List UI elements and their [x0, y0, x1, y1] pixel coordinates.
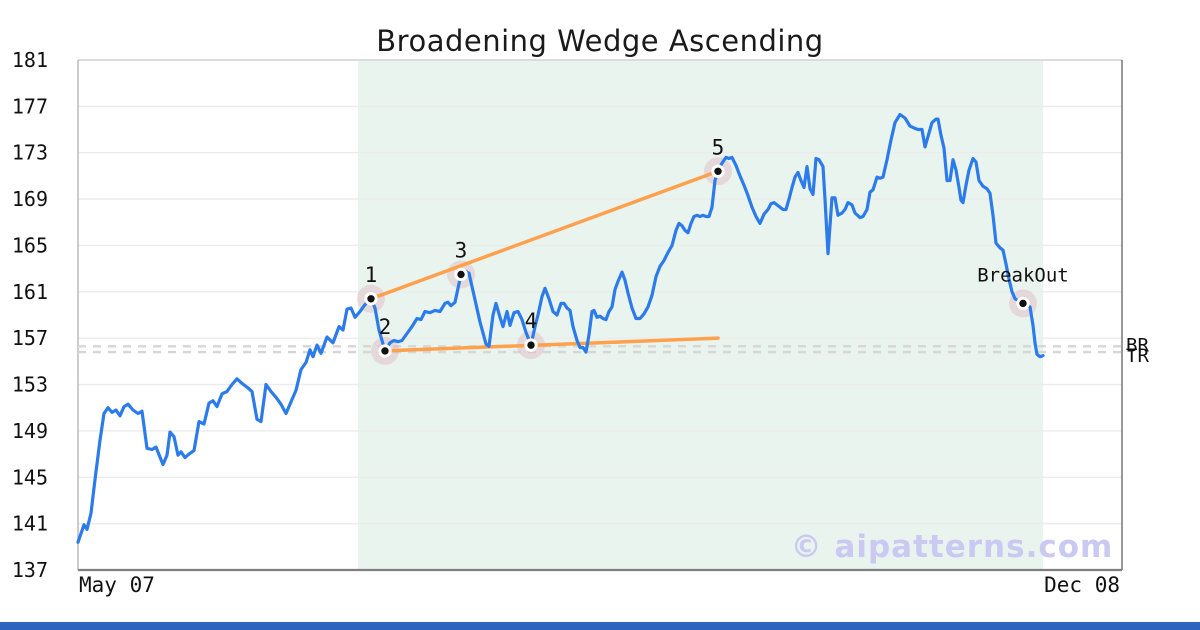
point-label-3: 3 [455, 238, 468, 262]
point-label-5: 5 [712, 135, 725, 159]
marker-dot-3 [454, 267, 468, 282]
point-label-1: 1 [365, 263, 378, 287]
y-tick-label: 177 [12, 94, 48, 118]
y-tick-label: 153 [12, 373, 48, 397]
marker-dot-2 [378, 344, 392, 358]
marker-dot-1 [364, 292, 378, 306]
y-tick-label: 149 [12, 419, 48, 443]
x-tick-label-end: Dec 08 [1044, 573, 1120, 597]
marker-dot-4 [524, 338, 538, 352]
bottom-accent-bar [0, 622, 1200, 630]
y-tick-label: 137 [12, 558, 48, 582]
lower-trendline [383, 336, 720, 353]
y-tick-label: 181 [12, 48, 48, 72]
y-tick-label: 145 [12, 465, 48, 489]
point-label-4: 4 [525, 309, 538, 333]
level-label-tr: TR [1126, 345, 1149, 367]
level-label-br: BR [1126, 334, 1149, 356]
price-line [76, 112, 1045, 544]
y-tick-label: 169 [12, 187, 48, 211]
marker-dot-breakout [1016, 296, 1030, 311]
upper-trendline [369, 169, 720, 301]
pattern-shaded-region [358, 60, 1043, 570]
breakout-label: BreakOut [977, 264, 1069, 286]
chart-title: Broadening Wedge Ascending [376, 24, 824, 58]
watermark: © aipatterns.com [791, 529, 1114, 565]
y-tick-label: 161 [12, 280, 48, 304]
y-tick-label: 157 [12, 326, 48, 350]
y-tick-label: 141 [12, 512, 48, 536]
y-tick-label: 165 [12, 233, 48, 257]
marker-dot-5 [711, 164, 725, 178]
y-tick-label: 173 [12, 141, 48, 165]
x-tick-label-start: May 07 [79, 573, 155, 597]
point-label-2: 2 [379, 315, 392, 339]
